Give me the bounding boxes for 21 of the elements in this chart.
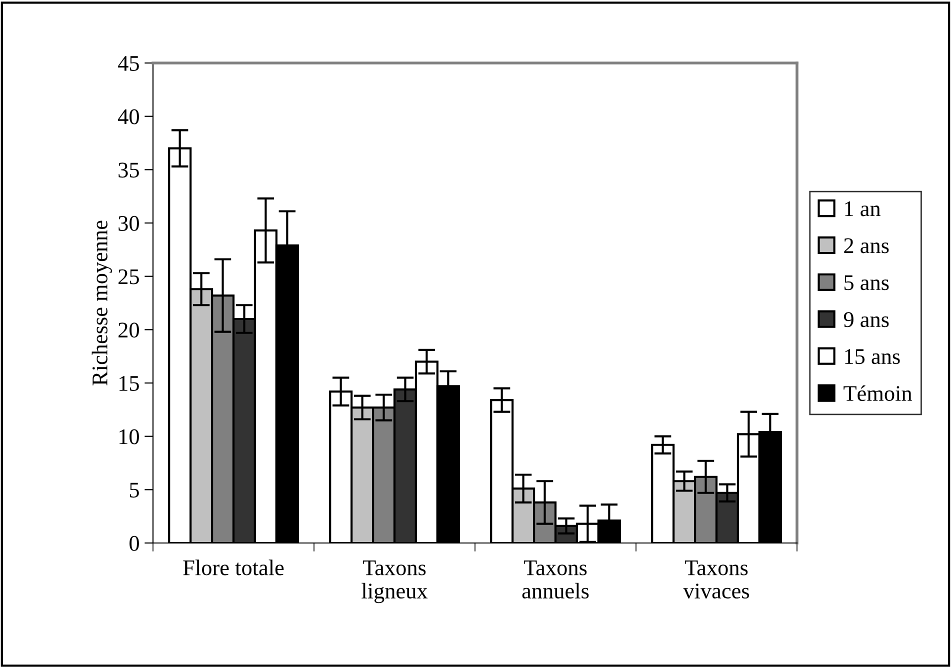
y-tick-label: 30 (118, 216, 139, 231)
legend-label: 1 an (845, 201, 881, 216)
y-axis-title: Richesse moyenne (92, 220, 112, 386)
y-tick-label: 20 (118, 322, 139, 338)
legend-label: 2 ans (844, 238, 889, 254)
x-tick-label: Taxons annuels (522, 560, 589, 599)
legend-label: 5 ans (844, 275, 889, 290)
legend-label: 15 ans (845, 349, 900, 364)
y-tick-label: 15 (120, 376, 139, 391)
y-tick-label: 10 (120, 429, 139, 444)
legend-label: 9 ans (844, 312, 889, 328)
y-tick-label: 5 (130, 482, 139, 498)
x-tick-label: Taxons ligneux (362, 560, 428, 604)
y-tick-label: 35 (118, 162, 139, 178)
y-tick-label: 0 (130, 536, 139, 551)
x-tick-label: Flore totale (183, 560, 284, 576)
y-tick-label: 40 (118, 109, 139, 124)
legend-label: Témoin (844, 385, 912, 402)
y-tick-label: 45 (118, 56, 139, 71)
y-tick-label: 25 (118, 269, 139, 284)
x-tick-label: Taxons vivaces (683, 560, 750, 599)
